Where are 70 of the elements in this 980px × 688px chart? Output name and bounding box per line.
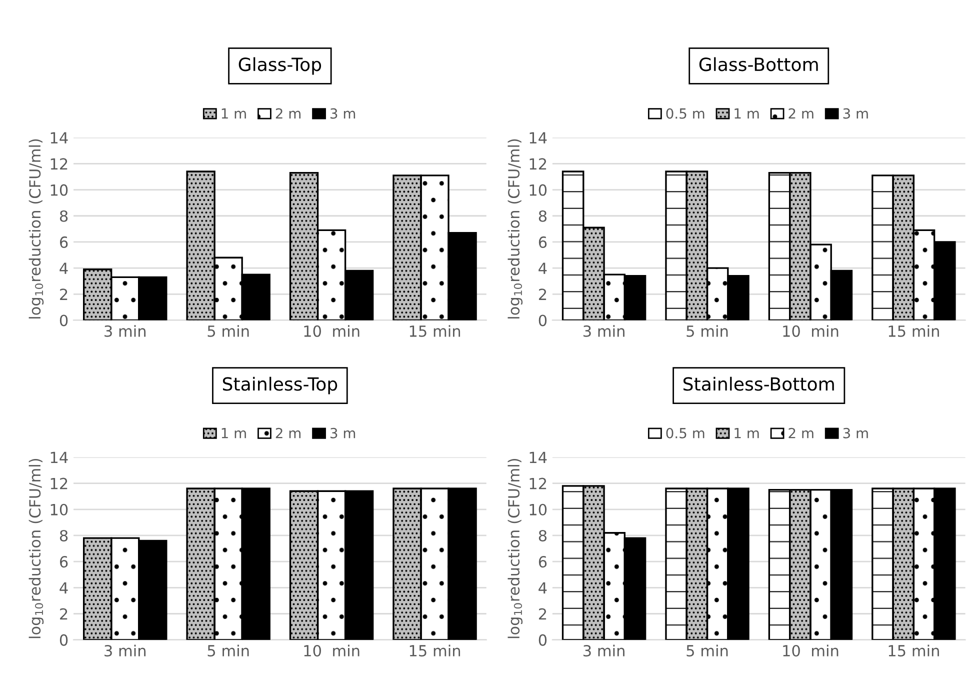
legend-label: 2 m — [788, 108, 814, 119]
legend-label: 2 m — [276, 108, 300, 119]
y-tick-label: 4 — [538, 262, 547, 274]
x-tick-label: 3 min — [104, 644, 146, 657]
y-tick-label: 10 — [530, 504, 547, 516]
x-tick-label: 10 min — [304, 644, 360, 657]
y-tick-label: 14 — [530, 132, 547, 144]
legend-label: 1 m — [222, 108, 246, 119]
y-axis-title: log$_{10}$reduction (CFU/ml) — [28, 139, 44, 318]
legend-label: 2 m — [788, 428, 814, 438]
y-tick-label: 6 — [60, 556, 68, 568]
legend-label: 1 m — [734, 428, 759, 438]
x-tick-label: 15 min — [888, 325, 939, 337]
y-tick-label: 12 — [530, 158, 546, 170]
y-tick-label: 2 — [60, 608, 68, 620]
y-tick-label: 4 — [60, 262, 68, 274]
chart-title: Stainless-Bottom — [684, 376, 834, 391]
legend-label: 1 m — [222, 428, 246, 438]
y-tick-label: 12 — [530, 478, 546, 490]
y-tick-label: 14 — [530, 452, 547, 464]
legend-label: 1 m — [734, 108, 759, 119]
x-tick-label: 3 min — [104, 325, 146, 337]
x-tick-label: 10 min — [783, 325, 838, 337]
chart-title: Glass-Bottom — [699, 57, 818, 72]
x-tick-label: 5 min — [208, 644, 249, 657]
legend-label: 3 m — [330, 108, 356, 119]
x-tick-label: 5 min — [686, 644, 728, 657]
x-tick-label: 15 min — [410, 644, 460, 657]
y-tick-label: 6 — [60, 236, 68, 248]
y-tick-label: 12 — [50, 478, 68, 490]
y-tick-label: 2 — [538, 288, 546, 300]
y-tick-label: 14 — [50, 132, 68, 144]
y-axis-title: log$_{10}$reduction (CFU/ml) — [508, 139, 523, 318]
y-tick-label: 8 — [538, 530, 547, 542]
x-tick-label: 3 min — [584, 325, 624, 337]
y-axis-title: log$_{10}$reduction (CFU/ml) — [508, 458, 523, 638]
y-tick-label: 10 — [530, 184, 547, 196]
y-tick-label: 2 — [60, 288, 68, 300]
y-tick-label: 8 — [60, 210, 68, 222]
legend-label: 0.5 m — [666, 108, 704, 119]
y-tick-label: 6 — [538, 236, 547, 248]
y-tick-label: 10 — [50, 184, 68, 196]
y-axis-title: log$_{10}$reduction (CFU/ml) — [28, 458, 44, 638]
y-tick-label: 8 — [538, 210, 547, 222]
x-tick-label: 15 min — [888, 644, 939, 657]
y-tick-label: 0 — [538, 634, 547, 646]
legend-label: 3 m — [330, 428, 356, 438]
y-tick-label: 12 — [50, 158, 68, 170]
legend-label: 3 m — [843, 108, 868, 119]
y-tick-label: 14 — [50, 452, 68, 464]
y-tick-label: 8 — [60, 530, 68, 542]
legend-label: 2 m — [276, 428, 300, 438]
x-tick-label: 10 min — [783, 644, 838, 657]
x-tick-label: 10 min — [304, 325, 360, 337]
y-tick-label: 10 — [50, 504, 68, 516]
y-tick-label: 4 — [60, 582, 68, 594]
x-tick-label: 15 min — [410, 325, 460, 337]
y-tick-label: 0 — [60, 634, 68, 646]
chart-title: Glass-Top — [238, 57, 322, 75]
legend-label: 0.5 m — [666, 428, 704, 438]
legend-label: 3 m — [843, 428, 868, 438]
chart-title: Stainless-Top — [222, 376, 338, 394]
y-tick-label: 0 — [538, 314, 547, 326]
y-tick-label: 2 — [538, 608, 546, 620]
y-tick-label: 0 — [60, 314, 68, 326]
x-tick-label: 3 min — [584, 644, 624, 657]
x-tick-label: 5 min — [686, 325, 728, 337]
y-tick-label: 4 — [538, 582, 547, 594]
y-tick-label: 6 — [538, 556, 547, 568]
x-tick-label: 5 min — [208, 325, 249, 337]
